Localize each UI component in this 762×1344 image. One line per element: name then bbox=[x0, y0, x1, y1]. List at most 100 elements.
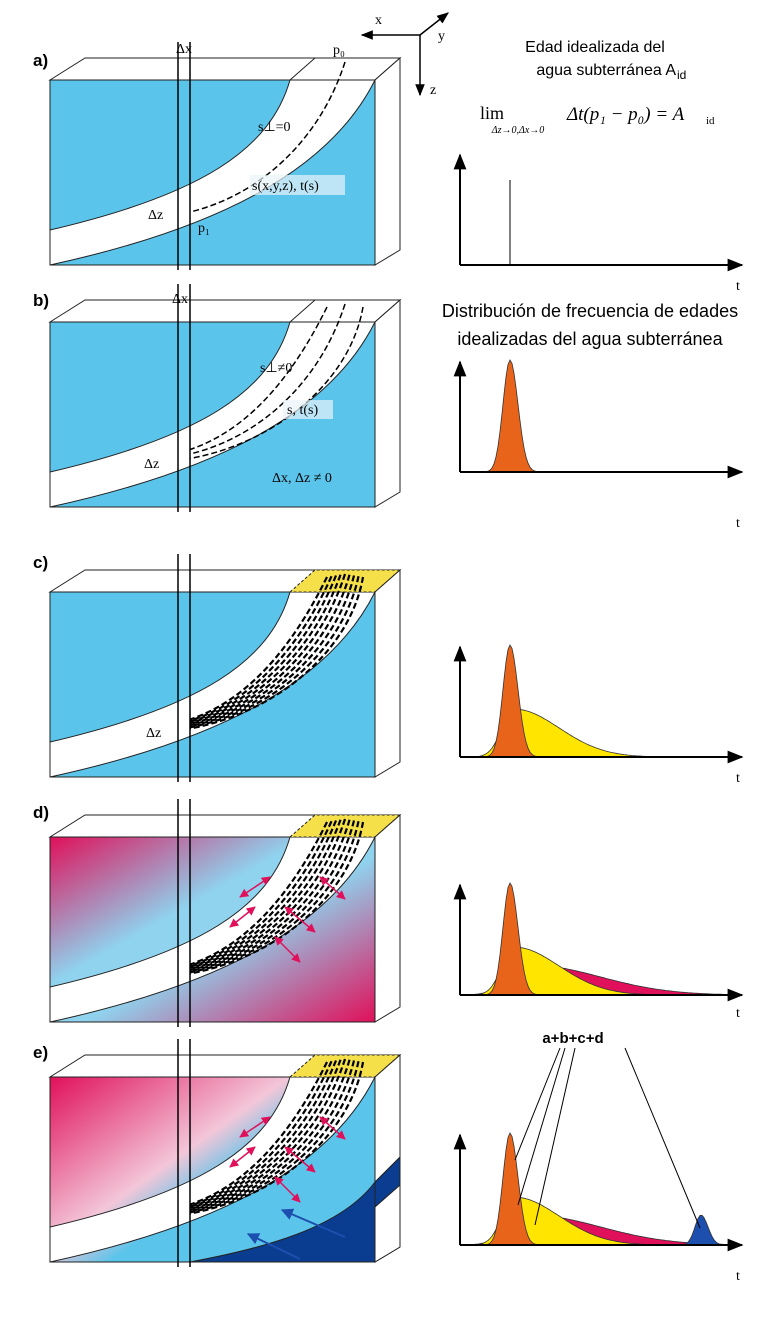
flow-path bbox=[189, 575, 333, 722]
heading-a-line2: agua subterránea A bbox=[536, 62, 676, 79]
axis-y: y bbox=[438, 29, 445, 44]
axes-legend bbox=[360, 12, 449, 97]
exchange-arrow bbox=[319, 1116, 346, 1140]
aquifer bbox=[49, 591, 376, 778]
flow-path bbox=[189, 303, 346, 455]
flow-path bbox=[189, 1060, 356, 1213]
p0: p₀ bbox=[333, 43, 345, 58]
heading-b-line1: Distribución de frecuencia de edades bbox=[442, 301, 738, 321]
label-bg bbox=[283, 400, 333, 419]
axis-x: x bbox=[375, 13, 382, 28]
s-perp: s⊥=0 bbox=[258, 120, 291, 135]
side-face bbox=[374, 56, 401, 266]
panel-label: e) bbox=[33, 1043, 48, 1062]
p1: p₁ bbox=[198, 221, 210, 236]
aquifer bbox=[49, 321, 376, 508]
heading-b-line2: idealizadas del agua subterránea bbox=[457, 329, 723, 349]
t-label: t bbox=[736, 1269, 740, 1284]
aquifer bbox=[49, 79, 376, 266]
flow-path bbox=[189, 1061, 328, 1206]
side-face bbox=[374, 1053, 401, 1184]
flow-arrow bbox=[246, 1233, 301, 1260]
flow-path bbox=[189, 818, 347, 971]
formula-lim: lim bbox=[480, 103, 504, 123]
flow-path bbox=[189, 574, 342, 724]
flow-path bbox=[189, 575, 338, 723]
flow-path bbox=[189, 1060, 338, 1208]
exchange-arrow bbox=[274, 936, 301, 963]
exchange-arrow bbox=[284, 906, 316, 933]
s-path: s(x,y,z), t(s) bbox=[252, 179, 319, 194]
exchange-arrow bbox=[239, 876, 271, 898]
side-face bbox=[374, 568, 401, 778]
flow-path bbox=[189, 306, 328, 451]
exchange-arrow bbox=[274, 1176, 301, 1203]
heading-a-line1: Edad idealizada del bbox=[525, 39, 665, 56]
flow-path bbox=[189, 1059, 342, 1209]
recharge bbox=[288, 569, 402, 593]
exchange-arrow bbox=[229, 1146, 256, 1168]
t-label: t bbox=[736, 279, 740, 294]
block bbox=[48, 554, 402, 782]
formula-expression: Δt(p₁ − p₀) = A bbox=[566, 104, 685, 125]
aquifer bbox=[49, 1076, 376, 1263]
flow-path bbox=[189, 821, 328, 966]
flow-path bbox=[189, 576, 328, 721]
flow-path bbox=[189, 1059, 351, 1212]
delta-z: Δz bbox=[146, 726, 161, 741]
flow-path bbox=[189, 819, 342, 969]
formula-condition: Δz→0,Δx→0 bbox=[491, 125, 545, 136]
axis-z: z bbox=[430, 83, 436, 98]
side-face bbox=[374, 813, 401, 1023]
y-arrow bbox=[419, 12, 449, 36]
t-label: t bbox=[736, 1006, 740, 1021]
sum-label: a+b+c+d bbox=[542, 1030, 603, 1047]
blocks bbox=[48, 42, 402, 1267]
delta-z: Δz bbox=[148, 208, 163, 223]
panel-label: b) bbox=[33, 291, 49, 310]
flow-path bbox=[189, 1061, 365, 1215]
age-distribution bbox=[460, 644, 735, 758]
flow-path bbox=[189, 820, 338, 968]
formula-subscript: id bbox=[706, 115, 715, 127]
t-label: t bbox=[736, 771, 740, 786]
block bbox=[48, 1039, 402, 1267]
delta-note: Δx, Δz ≠ 0 bbox=[272, 471, 332, 486]
flow-path bbox=[189, 576, 360, 729]
age-distribution bbox=[460, 359, 735, 473]
flow-path bbox=[189, 1061, 360, 1214]
delta-x: Δx bbox=[172, 292, 188, 307]
recharge bbox=[288, 814, 402, 838]
flow-path bbox=[189, 576, 365, 730]
lens bbox=[189, 1180, 376, 1263]
panel-label: c) bbox=[33, 553, 48, 572]
flow-path bbox=[189, 819, 351, 972]
exchange-arrow bbox=[284, 1146, 316, 1173]
delta-z: Δz bbox=[144, 457, 159, 472]
s-path: s, t(s) bbox=[287, 403, 318, 418]
exchange-arrow bbox=[239, 1116, 271, 1138]
panel-label: a) bbox=[33, 51, 48, 70]
t-label: t bbox=[736, 516, 740, 531]
flow-path bbox=[189, 573, 347, 726]
block bbox=[48, 284, 402, 512]
panel-label: d) bbox=[33, 803, 49, 822]
flow-path bbox=[189, 821, 360, 974]
recharge bbox=[288, 1054, 402, 1078]
block bbox=[48, 42, 402, 270]
flow-path bbox=[189, 1060, 333, 1207]
flow-path bbox=[189, 820, 356, 973]
flow-path bbox=[189, 61, 346, 213]
lens-side-top bbox=[374, 1183, 401, 1263]
label-bg bbox=[250, 175, 345, 195]
sum-pointers bbox=[514, 1047, 701, 1229]
flow-path bbox=[189, 1058, 347, 1211]
flow-path bbox=[189, 574, 351, 727]
delta-x: Δx bbox=[176, 42, 192, 57]
flow-path bbox=[189, 820, 333, 967]
heading-a-subscript: id bbox=[677, 68, 686, 82]
side-face bbox=[374, 298, 401, 508]
flow-path bbox=[189, 575, 356, 728]
exchange-arrow bbox=[229, 906, 256, 928]
